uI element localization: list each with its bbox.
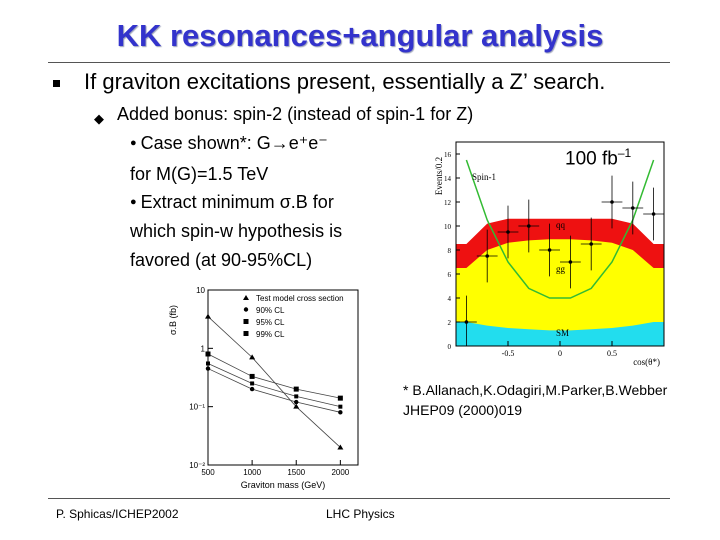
sm-band — [456, 322, 664, 346]
bottom-rule — [48, 498, 670, 499]
footer-author: P. Sphicas/ICHEP2002 — [56, 507, 179, 521]
annotation-sm: SM — [556, 328, 569, 338]
limit-plot-ytick-label: 1 — [201, 344, 206, 353]
limit-point-test-model — [293, 403, 300, 409]
angular-plot-xlabel: cos(θ*) — [633, 357, 660, 367]
limit-plot-xlabel: Graviton mass (GeV) — [241, 480, 326, 490]
legend-marker — [243, 319, 249, 324]
limit-series-line — [207, 353, 341, 399]
data-point — [547, 248, 552, 252]
slide-title: KK resonances+angular analysis — [116, 18, 604, 53]
luminosity-exponent: –1 — [617, 146, 632, 160]
angular-plot-xtick-label: 0.5 — [607, 349, 617, 358]
sigma-symbol: σ — [279, 192, 291, 212]
which-line: which spin-w hypothesis is — [130, 221, 343, 241]
legend-marker — [243, 331, 249, 336]
annotation-qq: qq — [556, 220, 566, 230]
limit-plot-xtick-label: 1500 — [287, 468, 305, 477]
dot-bullet-icon: ● — [130, 137, 137, 149]
extract-prefix: Extract minimum — [140, 192, 280, 212]
angular-plot-ytick-label: 2 — [448, 319, 452, 327]
angular-plot-ytick-label: 6 — [448, 271, 452, 279]
limit-point-90cl — [294, 399, 299, 405]
limit-point-test-model — [249, 354, 256, 360]
legend-label: 95% CL — [256, 318, 285, 327]
gg-band — [456, 239, 664, 346]
main-bullet-text: If graviton excitations present, essenti… — [84, 69, 606, 94]
case-suffix: e⁺e⁻ — [288, 133, 328, 153]
limit-plot-ytick-label: 10⁻¹ — [189, 403, 205, 412]
limit-point-test-model — [205, 313, 211, 319]
luminosity-value: 100 fb — [565, 148, 618, 170]
arrow-icon: → — [270, 133, 289, 153]
limit-plot-ytick-label: 10 — [196, 286, 205, 295]
legend-marker-90cl — [243, 307, 249, 312]
limit-plot-xtick-label: 2000 — [331, 468, 349, 477]
limit-series-line — [207, 363, 341, 408]
luminosity-label: 100 fb–1 — [565, 146, 631, 170]
angular-plot-ytick-label: 16 — [444, 151, 452, 159]
limit-plot-frame — [207, 289, 359, 466]
data-point — [631, 206, 635, 210]
angular-plot: 0 2 4 6 8 10 12 14 16 -0.5 0 0.5 Spin-1 qq gg SM cos(… — [434, 141, 665, 367]
data-point — [568, 260, 573, 264]
angular-plot-ytick-label: 8 — [448, 247, 452, 255]
angular-plot-ylabel: Events/0.2 — [434, 157, 444, 195]
limit-point-90cl — [338, 410, 343, 415]
data-point — [485, 254, 489, 258]
dot-bullet-icon: ● — [130, 196, 137, 208]
angular-plot-ytick-label: 10 — [444, 223, 452, 231]
limit-plot-ytick-label: 10⁻² — [189, 461, 205, 470]
angular-plot-ytick-label: 4 — [448, 295, 452, 303]
limit-point-95cl — [338, 404, 343, 409]
angular-plot-xtick-label: -0.5 — [502, 349, 515, 358]
extract-line: ● Extract minimum σ.B for — [130, 191, 334, 213]
square-bullet-icon — [53, 80, 60, 87]
citation-authors: * B.Allanach,K.Odagiri,M.Parker,B.Webber — [403, 382, 668, 398]
limit-point-90cl — [249, 386, 255, 392]
limit-point-99cl — [249, 373, 255, 379]
limit-point-95cl — [250, 381, 255, 386]
angular-plot-xtick-label: 0 — [558, 349, 562, 358]
diamond-bullet-icon: ◆ — [94, 111, 104, 126]
limit-point-95cl — [206, 361, 210, 366]
case-line: ● Case shown*: G→e⁺e⁻ — [130, 132, 328, 154]
citation-journal: JHEP09 (2000)019 — [403, 402, 523, 418]
legend-marker-test-model — [243, 295, 249, 300]
favored-line: favored (at 90-95%CL) — [130, 250, 313, 270]
mass-line: for M(G)=1.5 TeV — [130, 164, 269, 184]
extract-suffix: .B for — [290, 192, 334, 212]
footer-topic: LHC Physics — [326, 507, 395, 521]
data-point — [610, 200, 614, 204]
angular-plot-ytick-label: 0 — [448, 343, 452, 351]
limit-series-line — [207, 316, 341, 448]
data-point — [464, 320, 469, 324]
limit-point-99cl — [205, 351, 211, 357]
limit-point-99cl — [293, 386, 299, 392]
legend-label: 90% CL — [256, 306, 285, 315]
top-rule — [48, 62, 670, 63]
limit-plot-xtick-label: 500 — [201, 468, 215, 477]
annotation-gg: gg — [556, 264, 566, 274]
case-prefix: Case shown*: G — [140, 133, 271, 153]
data-point — [527, 224, 531, 228]
limit-point-90cl — [205, 366, 211, 371]
data-point — [651, 212, 656, 216]
angular-plot-ytick-label: 14 — [444, 175, 452, 183]
legend-label: 99% CL — [256, 330, 285, 339]
data-point — [589, 242, 593, 246]
spin1-curve — [465, 159, 655, 299]
legend-label: Test model cross section — [256, 294, 344, 303]
limit-plot: 10 1 10⁻¹ 10⁻² 500 1000 1500 2000 Test model c… — [168, 286, 359, 490]
sub-bullet-text: Added bonus: spin-2 (instead of spin-1 f… — [117, 104, 474, 124]
limit-series-line — [207, 368, 341, 413]
limit-plot-ylabel: σ.B (fb) — [168, 305, 178, 335]
limit-point-99cl — [337, 395, 343, 401]
data-point — [506, 230, 510, 234]
limit-plot-xtick-label: 1000 — [243, 468, 261, 477]
limit-point-95cl — [294, 394, 299, 399]
angular-plot-ytick-label: 12 — [444, 199, 452, 207]
annotation-spin-1: Spin-1 — [472, 172, 496, 182]
limit-point-test-model — [337, 444, 344, 450]
